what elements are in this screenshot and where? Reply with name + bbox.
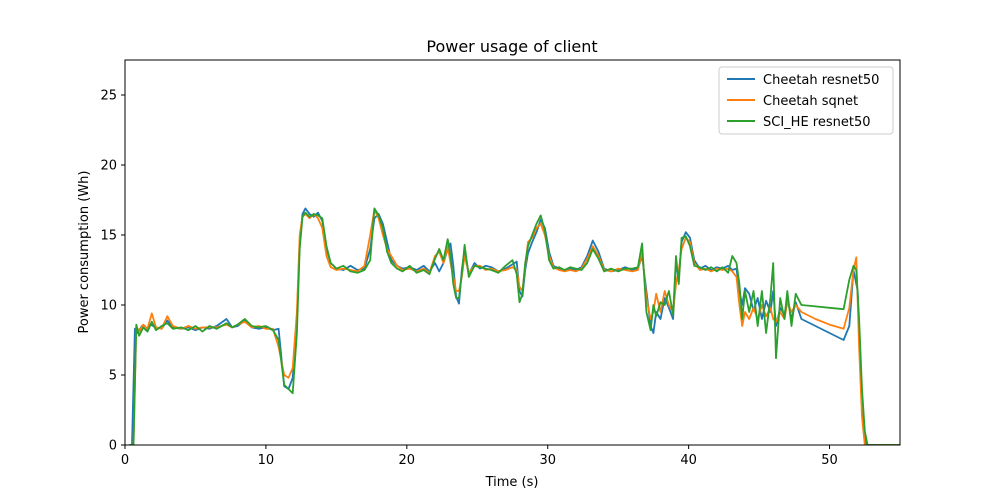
y-tick-label: 20 <box>100 159 117 174</box>
x-tick-label: 30 <box>539 453 556 468</box>
legend-label-1: Cheetah sqnet <box>763 94 858 109</box>
y-axis: 0 5 10 15 20 25 <box>100 89 125 454</box>
legend-box <box>718 66 894 135</box>
legend-label-0: Cheetah resnet50 <box>763 73 879 88</box>
y-axis-label: Power consumption (Wh) <box>77 171 92 334</box>
x-tick-label: 50 <box>821 453 838 468</box>
series-line-1 <box>130 208 900 445</box>
chart-title: Power usage of client <box>426 37 597 56</box>
x-axis-label: Time (s) <box>485 475 539 490</box>
y-tick-label: 5 <box>109 369 117 384</box>
x-tick-label: 20 <box>399 453 416 468</box>
y-tick-label: 0 <box>109 439 117 454</box>
x-tick-label: 10 <box>258 453 275 468</box>
plot-area <box>129 207 900 445</box>
y-tick-label: 25 <box>100 89 117 104</box>
series-line-2 <box>130 207 900 445</box>
legend: Cheetah resnet50 Cheetah sqnet SCI_HE resn… <box>718 66 894 135</box>
y-tick-label: 10 <box>100 299 117 314</box>
x-axis: 0 10 20 30 40 50 <box>121 445 838 468</box>
y-tick-label: 15 <box>100 229 117 244</box>
axes-frame <box>124 59 901 446</box>
x-tick-label: 0 <box>121 453 129 468</box>
series-line-0 <box>129 207 900 445</box>
legend-label-2: SCI_HE resnet50 <box>763 115 871 130</box>
x-tick-label: 40 <box>680 453 697 468</box>
